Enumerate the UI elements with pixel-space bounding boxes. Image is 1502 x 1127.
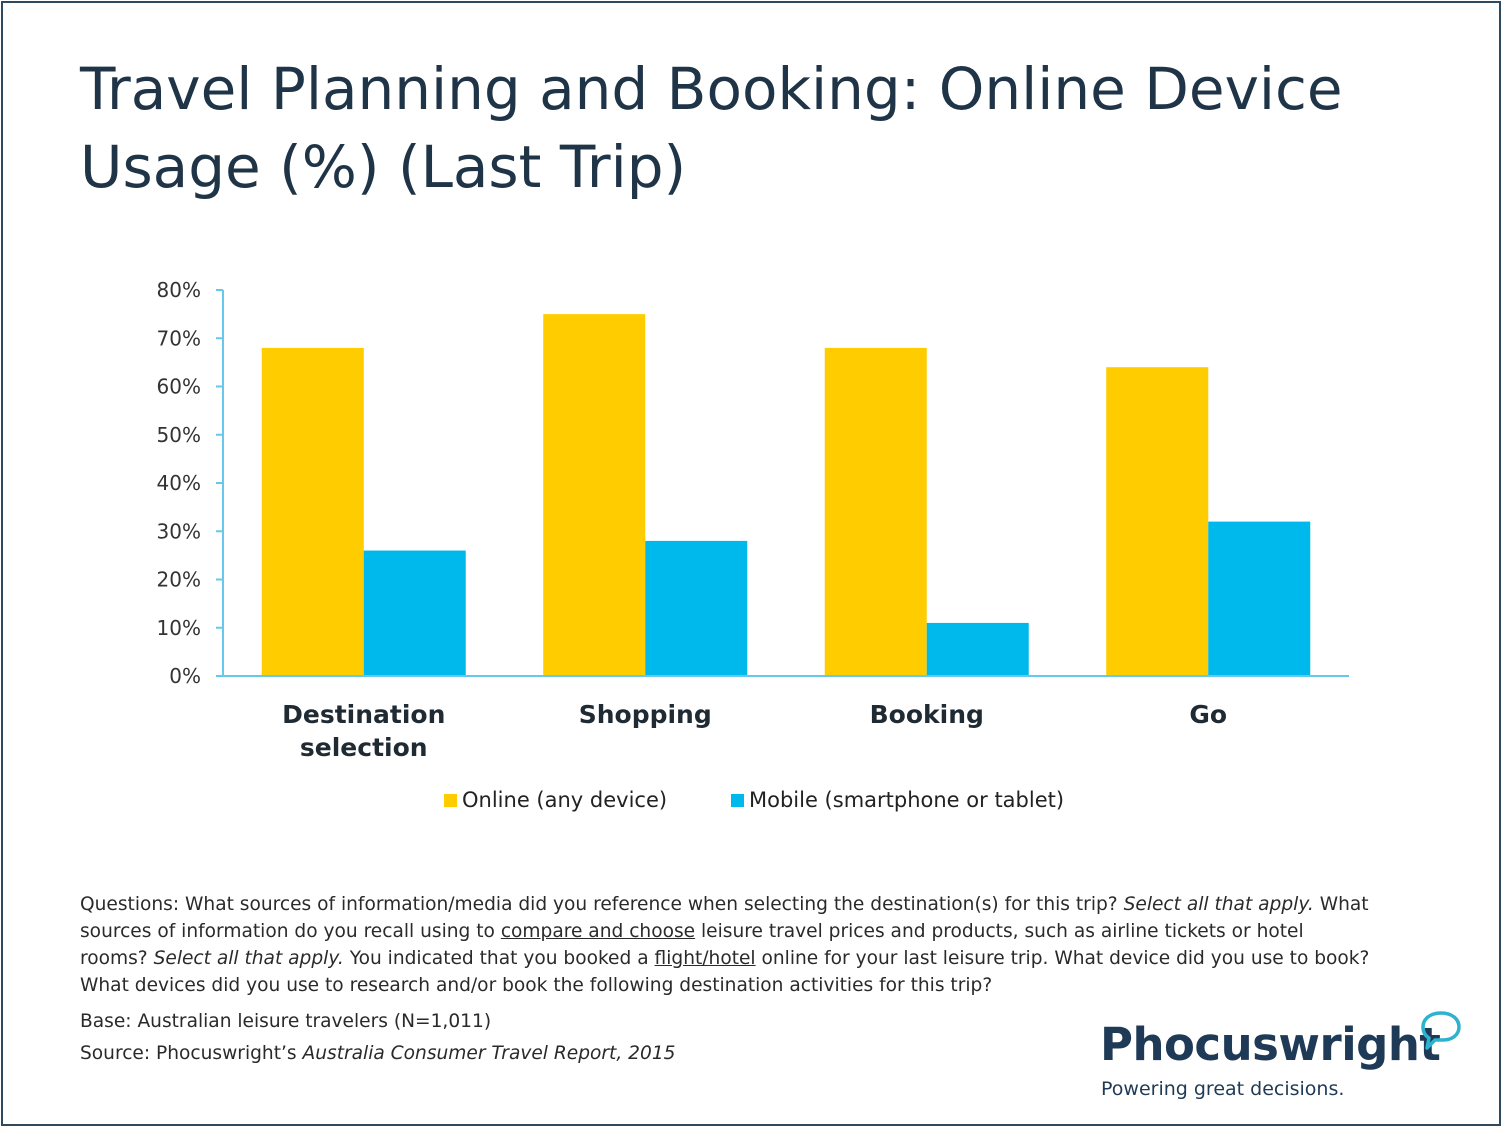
note-q2-post: leisure travel prices and products, such… xyxy=(80,921,1304,969)
logo-wordmark: Phocuswright xyxy=(1100,1018,1441,1071)
note-q2-em: Select all that apply. xyxy=(153,948,344,969)
x-category-label: Destination selection xyxy=(282,700,445,762)
x-category-label: Go xyxy=(1189,700,1227,729)
y-tick-label: 50% xyxy=(157,423,201,447)
source-title: Australia Consumer Travel Report, 2015 xyxy=(302,1043,676,1064)
bar-mobile xyxy=(1208,521,1311,676)
note-q2-underline: compare and choose xyxy=(500,921,696,942)
note-q3: You indicated that you booked a xyxy=(343,948,655,969)
base-note: Base: Australian leisure travelers (N=1,… xyxy=(80,1011,492,1032)
bar-online xyxy=(261,347,364,676)
source-note: Source: Phocuswright’s Australia Consume… xyxy=(80,1040,1370,1067)
note-q1-em: Select all that apply. xyxy=(1123,894,1314,915)
note-q3-post: online for your last leisure trip. What … xyxy=(80,948,1370,996)
bar-mobile xyxy=(926,622,1029,676)
bar-online xyxy=(824,347,927,676)
legend-item-mobile: Mobile (smartphone or tablet) xyxy=(731,788,1064,812)
footnotes: Questions: What sources of information/m… xyxy=(80,891,1370,1067)
legend-swatch-online xyxy=(444,793,457,807)
y-tick-label: 40% xyxy=(157,471,201,495)
note-q1: Questions: What sources of information/m… xyxy=(80,894,1124,915)
legend-item-online: Online (any device) xyxy=(444,788,667,812)
legend-label-mobile: Mobile (smartphone or tablet) xyxy=(749,788,1065,812)
note-q2: What sources of information do you recal… xyxy=(80,894,1369,942)
slide-title: Travel Planning and Booking: Online Devi… xyxy=(80,55,1343,201)
source-prefix: Source: Phocuswright’s xyxy=(80,1043,303,1064)
y-tick-label: 80% xyxy=(157,278,201,302)
questions-note: Questions: What sources of information/m… xyxy=(80,891,1370,999)
y-tick-label: 60% xyxy=(157,375,201,399)
chart-legend: Online (any device) Mobile (smartphone o… xyxy=(0,788,1502,822)
speech-bubble-icon xyxy=(1421,1011,1461,1050)
bar-mobile xyxy=(645,540,748,676)
bar-online xyxy=(543,314,646,676)
y-tick-label: 0% xyxy=(169,664,201,688)
bar-mobile xyxy=(363,550,466,676)
logo-tagline: Powering great decisions. xyxy=(1101,1078,1345,1100)
x-category-label: Booking xyxy=(870,700,984,729)
y-tick-label: 70% xyxy=(157,326,201,350)
x-category-label: Shopping xyxy=(579,700,712,729)
note-q3-underline: flight/hotel xyxy=(654,948,756,969)
y-tick-label: 30% xyxy=(157,519,201,543)
legend-label-online: Online (any device) xyxy=(462,788,668,812)
y-tick-label: 10% xyxy=(157,616,201,640)
y-tick-label: 20% xyxy=(157,568,201,592)
phocuswright-logo: Phocuswright Powering great decisions. xyxy=(1098,1008,1478,1108)
legend-swatch-mobile xyxy=(731,793,744,807)
bar-online xyxy=(1106,367,1209,676)
